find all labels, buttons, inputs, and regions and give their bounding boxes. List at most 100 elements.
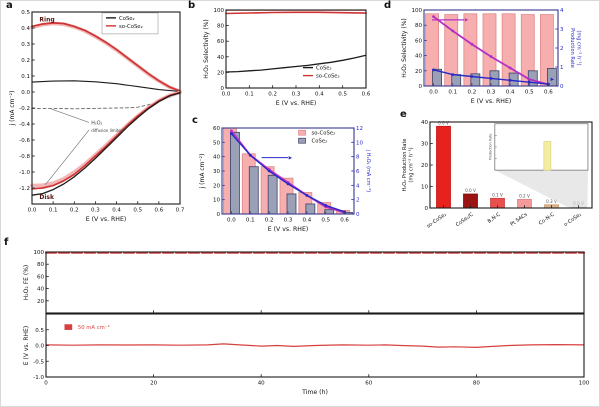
svg-text:0.7: 0.7 [176,208,185,214]
svg-text:Ring: Ring [39,17,54,24]
svg-text:E (V vs. RHE): E (V vs. RHE) [86,216,127,223]
svg-text:20: 20 [213,183,220,189]
svg-text:-0.2: -0.2 [19,106,30,112]
svg-text:0.0 V: 0.0 V [438,120,449,125]
svg-text:10: 10 [421,185,428,191]
svg-text:0.0: 0.0 [222,92,231,98]
svg-text:2: 2 [560,46,564,52]
panel-c-current-bars: 0.0 0.1 0.2 0.3 0.4 0.5 0.6 60 50 40 30 20 10 0 12 10 8 6… [190,118,390,246]
svg-text:0.5: 0.5 [321,218,330,224]
svg-text:diffusion limited: diffusion limited [91,128,124,133]
svg-text:CoSe₂: CoSe₂ [312,139,328,145]
svg-text:1: 1 [560,65,564,71]
svg-text:40: 40 [213,155,220,161]
svg-text:20: 20 [150,381,157,387]
panel-a-label: a [6,0,13,11]
svg-text:100: 100 [412,8,423,14]
svg-text:20: 20 [415,69,422,75]
svg-text:0.4: 0.4 [112,208,121,214]
svg-text:60: 60 [37,274,44,280]
svg-text:4: 4 [356,183,360,189]
svg-text:(mg cm⁻² h⁻¹): (mg cm⁻² h⁻¹) [409,147,415,182]
svg-text:0.6: 0.6 [362,92,371,98]
panel-b-selectivity-lines: 0.0 0.1 0.2 0.3 0.4 0.5 0.6 100 80 60 40 20 0 E (V vs… [190,2,380,118]
svg-text:0.5: 0.5 [21,10,30,16]
svg-text:12: 12 [356,126,363,132]
svg-text:0.3: 0.3 [292,92,301,98]
svg-text:0.2: 0.2 [265,218,274,224]
svg-text:20: 20 [421,163,428,169]
svg-text:Production Rate: Production Rate [488,133,492,160]
svg-text:0.0: 0.0 [35,344,44,350]
svg-text:0.1: 0.1 [49,208,58,214]
svg-text:0.5: 0.5 [133,208,142,214]
svg-text:100: 100 [579,381,590,387]
svg-text:E (V vs. RHE): E (V vs. RHE) [471,98,512,105]
svg-text:30: 30 [213,169,220,175]
svg-text:20: 20 [217,70,224,76]
svg-text:60: 60 [415,38,422,44]
svg-text:Co-N-C: Co-N-C [538,211,556,226]
production-comparison-chart: 0.0 V0.0 V0.1 V0.2 V0.3 V0.0 VProduction… [402,120,593,230]
svg-text:0: 0 [425,206,429,212]
svg-text:0.3: 0.3 [284,218,293,224]
svg-text:so-CoSe₂: so-CoSe₂ [426,212,448,230]
svg-text:0.4: 0.4 [315,92,324,98]
svg-text:0.3: 0.3 [21,42,30,48]
svg-text:0.0: 0.0 [28,208,37,214]
svg-text:0: 0 [356,212,360,218]
svg-text:H₂O₂ Selectivity (%): H₂O₂ Selectivity (%) [401,18,408,78]
svg-text:j (mA cm⁻²): j (mA cm⁻²) [9,91,16,127]
svg-text:j H₂O₂ (mA cm⁻²): j H₂O₂ (mA cm⁻²) [365,149,371,192]
panel-f-potential-stability: 0 20 40 60 80 100 0.5 0.0 -0.5 -1.0 Time (h) E (V v… [4,313,598,407]
svg-text:40: 40 [217,55,224,61]
selectivity-line-chart: 0.0 0.1 0.2 0.3 0.4 0.5 0.6 100 80 60 40 20 0 E (V vs… [203,8,371,107]
svg-text:40: 40 [258,381,265,387]
panel-c-label: c [192,115,198,126]
svg-text:0: 0 [221,86,225,92]
svg-text:0.6: 0.6 [154,208,163,214]
svg-text:Production Rate: Production Rate [569,28,575,68]
svg-text:▶: ▶ [551,78,555,83]
svg-text:▶: ▶ [289,156,293,161]
panel-e-production-comparison: 0.0 V0.0 V0.1 V0.2 V0.3 V0.0 VProduction… [396,110,600,244]
panel-e-label: e [400,109,407,120]
svg-text:0: 0 [419,84,423,90]
svg-text:80: 80 [37,262,44,268]
svg-text:E (V vs. RHE): E (V vs. RHE) [268,226,309,233]
svg-text:0.5: 0.5 [338,92,347,98]
svg-text:0.1 V: 0.1 V [492,192,503,197]
svg-text:H₂O₂ Selectivity (%): H₂O₂ Selectivity (%) [203,19,210,79]
svg-text:40: 40 [415,54,422,60]
svg-text:-1.2: -1.2 [19,186,30,192]
svg-text:-0.6: -0.6 [19,138,30,144]
svg-text:10: 10 [213,198,220,204]
svg-text:40: 40 [37,287,44,293]
svg-text:0.4: 0.4 [506,90,515,96]
svg-text:0.4: 0.4 [302,218,311,224]
panel-f-fe-stability: 100 80 60 40 20 H₂O₂ FE (%) [4,246,598,314]
svg-text:Pt SACs: Pt SACs [509,211,529,227]
panel-f-label: f [4,237,9,248]
svg-text:0.3: 0.3 [91,208,100,214]
svg-text:H₂O₂ FE (%): H₂O₂ FE (%) [23,265,30,300]
svg-text:0.1: 0.1 [21,74,30,80]
svg-text:30: 30 [421,142,428,148]
svg-text:0.3 V: 0.3 V [546,199,557,204]
svg-text:▶: ▶ [465,18,469,23]
svg-text:80: 80 [217,24,224,30]
svg-text:E (V vs. RHE): E (V vs. RHE) [276,100,317,107]
svg-text:-0.5: -0.5 [33,359,44,365]
svg-text:100: 100 [214,8,225,14]
panel-b-label: b [188,0,196,11]
svg-text:10: 10 [356,140,363,146]
svg-text:0.1: 0.1 [245,92,254,98]
svg-text:0: 0 [560,84,564,90]
svg-text:50 mA cm⁻²: 50 mA cm⁻² [78,324,110,331]
svg-text:0.6: 0.6 [544,90,553,96]
svg-text:E (V vs. RHE): E (V vs. RHE) [23,326,30,365]
svg-text:0.3: 0.3 [487,90,496,96]
svg-text:4: 4 [560,8,564,14]
svg-text:H₂O₂ Production Rate: H₂O₂ Production Rate [402,139,408,192]
fe-stability-chart: 100 80 60 40 20 H₂O₂ FE (%) [23,250,586,314]
